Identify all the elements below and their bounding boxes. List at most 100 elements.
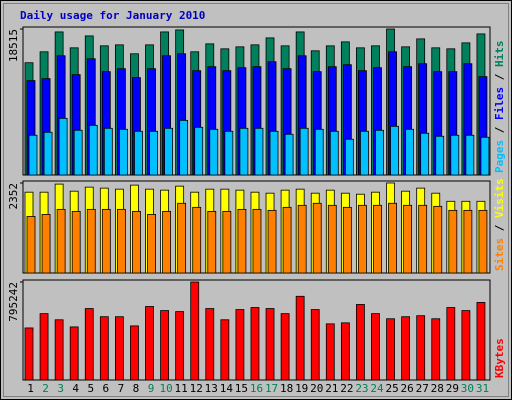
legend: Sites / Visits [493,178,506,271]
bar [463,209,473,274]
bar [448,209,458,274]
x-tick-label: 19 [295,382,308,395]
bar [295,295,305,381]
bar [327,204,337,274]
frame-bevel [3,3,509,397]
bar [24,327,34,381]
x-tick-label: 8 [133,382,140,395]
bar [282,206,292,274]
bar [416,315,426,381]
x-tick-label: 16 [250,382,263,395]
x-tick-label: 17 [265,382,278,395]
bar [418,204,428,274]
x-tick-label: 2 [42,382,49,395]
legend: Pages / Files / Hits [493,41,506,174]
bar [190,281,200,381]
legend-separator: / [493,120,506,140]
x-tick-label: 20 [310,382,323,395]
bar [220,319,230,381]
x-tick-label: 24 [370,382,384,395]
legend-entry: Pages [493,140,506,173]
legend-entry: Visits [493,178,506,218]
bar [358,204,367,274]
x-tick-label: 12 [190,382,203,395]
bar [360,130,369,176]
bar [235,309,245,381]
bar [116,208,126,274]
bar [250,307,260,381]
y-tick-label: 2352 [7,183,20,210]
bar [179,119,189,176]
bar [73,129,83,176]
bar [130,325,139,381]
bar [103,127,113,176]
bar [431,318,441,381]
bar [420,132,430,176]
x-tick-label: 5 [87,382,94,395]
legend-entry: Sites [493,238,506,271]
chart-title: Daily usage for January 2010 [20,9,205,22]
x-tick-label: 28 [431,382,444,395]
x-tick-label: 1 [27,382,34,395]
bar [88,124,98,176]
bar [134,130,143,176]
bar [28,134,38,176]
legend-separator: / [493,67,506,87]
bar [284,133,294,176]
bar [26,216,36,274]
bar [403,204,413,274]
bar [446,307,456,381]
x-tick-label: 30 [461,382,474,395]
bar [329,130,339,176]
bar [390,125,399,176]
x-tick-label: 3 [57,382,64,395]
bar [342,206,352,274]
bar [478,209,488,274]
bar [71,210,81,274]
x-tick-label: 14 [220,382,234,395]
bar [205,308,215,381]
bar [405,128,415,176]
bar [461,310,471,381]
bar [207,210,217,274]
x-tick-label: 6 [103,382,110,395]
bar [162,210,171,274]
bar [401,316,411,381]
bar [145,306,154,381]
bar [239,127,249,176]
bar [175,311,185,381]
bar [265,308,275,381]
bar [299,127,309,176]
y-tick-label: 795242 [7,282,20,322]
bar [149,130,158,176]
bar [386,318,395,381]
bar [237,208,247,274]
bar [69,326,79,381]
bar [325,323,335,381]
bar [192,206,202,274]
bar [480,136,490,176]
bar [252,208,262,274]
bar [43,131,53,176]
legend: KBytes [493,338,506,378]
x-tick-label: 31 [476,382,489,395]
x-tick-label: 22 [340,382,353,395]
bar [371,313,380,381]
x-tick-label: 29 [446,382,459,395]
x-tick-label: 9 [148,382,155,395]
bar [84,308,94,381]
bar [147,214,156,274]
x-tick-label: 23 [355,382,368,395]
legend-entry: KBytes [493,338,506,378]
bar [269,130,279,176]
bar [310,309,320,381]
bar [222,210,232,274]
x-tick-label: 27 [416,382,429,395]
bar [194,126,204,176]
bar [476,302,486,381]
bar [41,214,51,274]
bar [209,128,219,176]
bar [267,209,277,274]
x-tick-label: 11 [175,382,188,395]
x-tick-label: 21 [325,382,338,395]
